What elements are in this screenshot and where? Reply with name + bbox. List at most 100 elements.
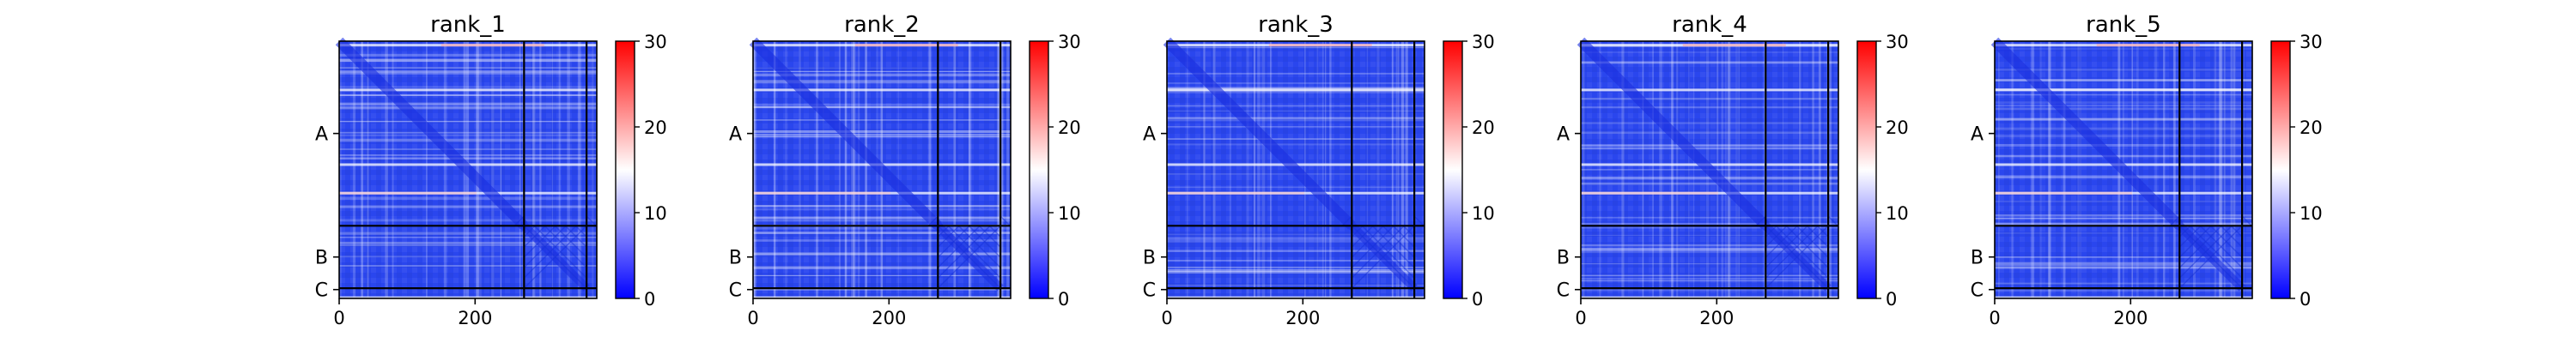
hatch-line	[1351, 225, 1405, 279]
column-stripe	[1400, 41, 1404, 298]
hatch-line	[1351, 225, 1364, 238]
row-stripe	[1581, 244, 1838, 247]
column-stripe	[567, 41, 570, 298]
row-stripe	[753, 232, 1011, 234]
column-stripe	[1828, 41, 1832, 298]
hatch-line	[1795, 225, 1829, 258]
hatch-line	[2178, 225, 2212, 258]
row-stripe	[339, 86, 597, 88]
column-stripe	[2214, 41, 2217, 298]
hatch-line	[1413, 215, 1425, 226]
column-stripe	[1812, 41, 1814, 298]
row-stripe	[1167, 117, 1425, 119]
row-stripe	[753, 104, 1011, 105]
colorbar-tick-label: 20	[1058, 117, 1081, 138]
row-stripe	[339, 94, 597, 96]
y-tick-label: C	[1557, 280, 1570, 302]
x-tick-label: 200	[1699, 308, 1734, 328]
hatch-line	[1382, 225, 1415, 258]
row-stripe	[1995, 154, 2252, 158]
column-stripe	[897, 41, 899, 298]
row-stripe	[1581, 262, 1838, 265]
column-stripe	[1642, 41, 1644, 298]
column-stripe	[1405, 41, 1408, 298]
chain-b-texture	[1341, 215, 1425, 289]
hatch-line	[1765, 225, 1798, 258]
column-stripe	[385, 41, 388, 298]
column-stripe	[1253, 41, 1256, 298]
row-stripe	[1167, 271, 1425, 274]
axes-frame	[338, 40, 598, 299]
column-stripe	[785, 41, 787, 298]
high-value-band	[1995, 191, 2132, 195]
row-stripe	[1167, 143, 1425, 146]
row-stripe	[753, 252, 1011, 255]
row-stripe	[339, 94, 597, 96]
diagonal-band	[335, 37, 528, 230]
heatmap-stripes	[339, 41, 597, 299]
column-stripe	[1186, 41, 1188, 298]
row-band	[339, 296, 597, 299]
hatch-line	[2178, 225, 2233, 279]
column-stripe	[1692, 41, 1695, 298]
hatch-line	[988, 225, 1001, 238]
row-stripe	[1167, 126, 1425, 128]
row-stripe	[1995, 143, 2252, 147]
column-stripe	[533, 41, 536, 298]
chain-b-texture	[927, 215, 1011, 289]
colorbar-gradient	[616, 41, 635, 298]
row-stripe	[339, 131, 597, 134]
hatch-line	[523, 225, 536, 238]
column-stripe	[2012, 41, 2014, 298]
row-stripe	[753, 135, 1011, 138]
y-tick-label: C	[1971, 280, 1984, 302]
colorbar-tick-label: 0	[1886, 289, 1897, 310]
row-stripe	[1995, 201, 2252, 202]
row-stripe	[1167, 268, 1425, 273]
row-stripe	[753, 274, 1011, 277]
colorbar-gradient	[1857, 41, 1876, 298]
column-stripe	[844, 41, 848, 298]
hatch-line	[947, 225, 1001, 279]
hatch-line	[2209, 225, 2243, 258]
row-stripe	[339, 256, 597, 258]
row-stripe	[1995, 256, 2252, 258]
high-value-band	[753, 191, 890, 195]
row-stripe	[1995, 282, 2252, 285]
row-band	[753, 88, 1011, 92]
row-stripe	[1995, 93, 2252, 96]
column-stripe	[1738, 41, 1741, 298]
column-stripe	[2221, 41, 2223, 298]
row-stripe	[1581, 280, 1838, 282]
high-value-band	[854, 44, 958, 47]
row-stripe	[1995, 266, 2252, 269]
x-tick-label: 0	[1989, 308, 2000, 328]
row-stripe	[1581, 250, 1838, 254]
column-stripe	[1735, 41, 1738, 298]
hatch-line	[1371, 225, 1415, 268]
row-band	[1581, 88, 1838, 92]
row-stripe	[753, 80, 1011, 83]
hatch-line	[1351, 225, 1394, 268]
column-stripe	[2077, 41, 2080, 298]
y-tick-label: C	[1143, 280, 1156, 302]
row-stripe	[1167, 284, 1425, 286]
row-stripe	[1581, 274, 1838, 277]
column-stripe	[1652, 41, 1654, 298]
row-band	[1581, 296, 1838, 299]
column-stripe	[1269, 41, 1272, 298]
hatch-line	[586, 215, 597, 226]
column-stripe	[2131, 41, 2133, 298]
row-stripe	[753, 129, 1011, 133]
x-tick-label: 200	[2113, 308, 2148, 328]
row-stripe	[339, 265, 597, 267]
column-stripe	[1229, 41, 1232, 298]
row-stripe	[1995, 107, 2252, 111]
row-stripe	[1167, 237, 1425, 240]
column-stripe	[2223, 41, 2226, 298]
diagonal-band	[1163, 37, 1356, 230]
x-tick-label: 200	[872, 308, 906, 328]
row-stripe	[1995, 214, 2252, 217]
column-stripe	[1397, 41, 1400, 298]
